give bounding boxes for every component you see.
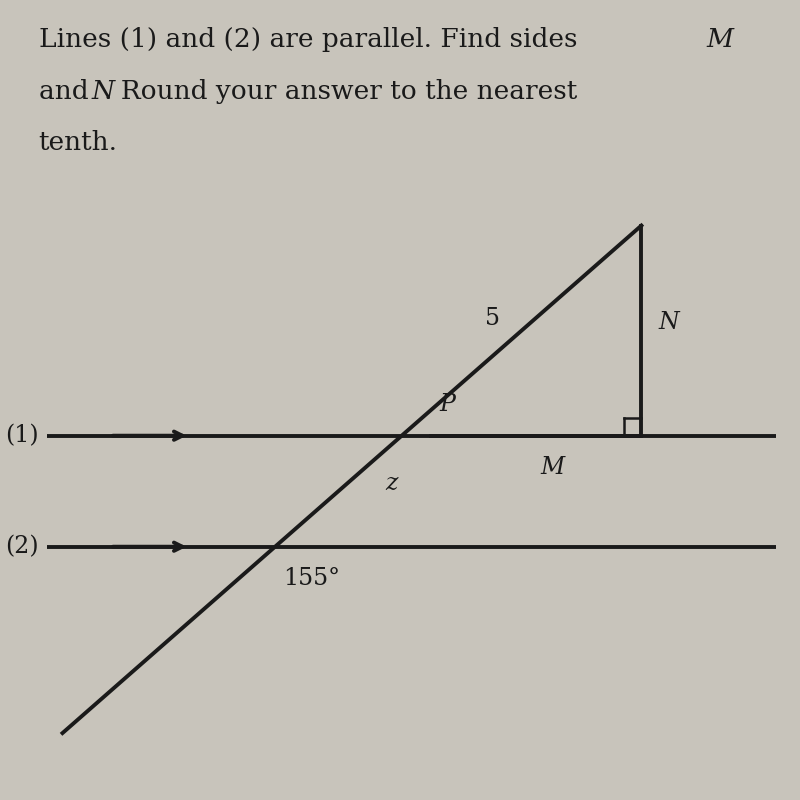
Text: tenth.: tenth.	[38, 130, 118, 155]
Text: (1): (1)	[5, 424, 38, 447]
Text: Lines (1) and (2) are parallel. Find sides: Lines (1) and (2) are parallel. Find sid…	[38, 27, 586, 52]
Text: z: z	[385, 472, 398, 494]
Text: 5: 5	[486, 307, 500, 330]
Text: . Round your answer to the nearest: . Round your answer to the nearest	[104, 79, 577, 104]
Text: 155°: 155°	[283, 566, 340, 590]
Text: N: N	[659, 311, 679, 334]
Text: (2): (2)	[5, 535, 38, 558]
Text: M: M	[540, 455, 564, 478]
Text: and: and	[38, 79, 97, 104]
Text: M: M	[706, 27, 734, 52]
Text: P: P	[439, 393, 455, 416]
Text: N: N	[92, 79, 115, 104]
